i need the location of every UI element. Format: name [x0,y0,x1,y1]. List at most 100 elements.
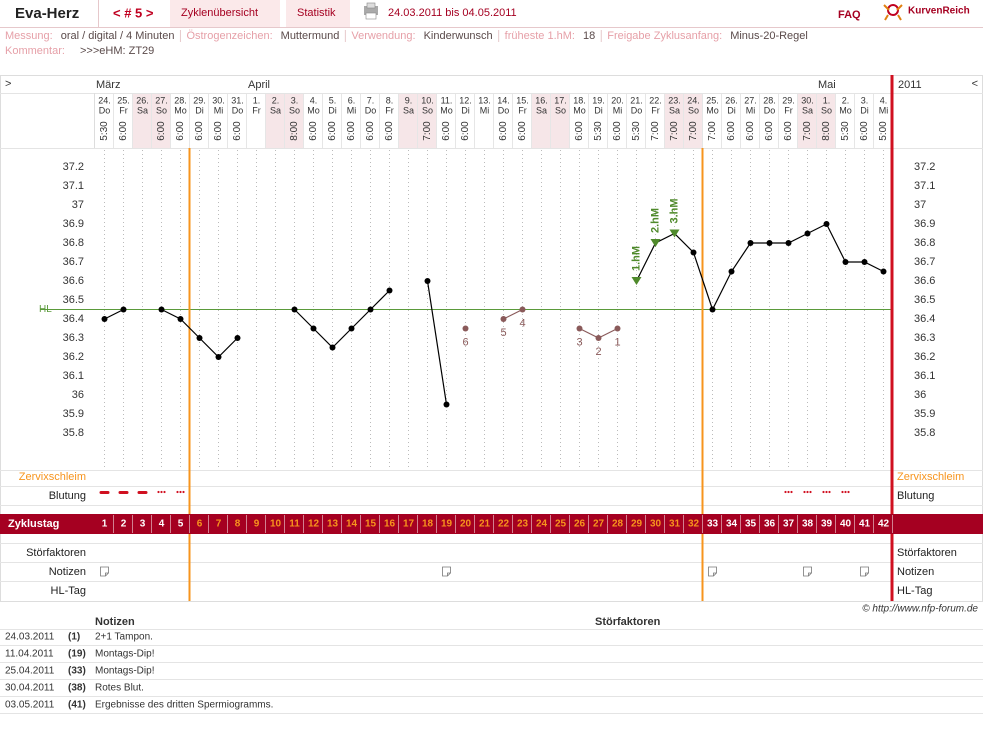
temperature-point [367,306,374,313]
weekend-shade [285,94,304,148]
temperature-point [500,316,507,322]
y-tick-label: 36.6 [914,275,935,287]
cycle-day: 41 [859,519,871,530]
row-label: HL-Tag [51,585,86,597]
info-value: oral / digital / 4 Minuten [61,30,175,42]
note-icon[interactable] [803,566,812,577]
cycle-day: 42 [878,519,890,530]
day-weekday: Mi [746,105,756,115]
logo-rays[interactable] [883,4,903,21]
weekend-shade [133,94,152,148]
y-tick-label: 36.6 [63,275,84,287]
y-tick-label: 36.4 [63,313,84,325]
cycle-day: 10 [270,519,282,530]
print-icon-out[interactable] [365,12,377,20]
day-date: 13. [478,95,491,105]
spotting-mark [828,490,831,494]
cycle-day: 4 [159,519,165,530]
note-icon[interactable] [860,566,869,577]
y-tick-label: 36.7 [914,256,935,268]
cycle-day: 8 [235,519,241,530]
day-date: 24. [98,95,111,105]
day-weekday: So [422,105,433,115]
weekend-shade [798,94,817,148]
day-weekday: Do [365,105,377,115]
row-label: Blutung [49,490,86,502]
y-tick-label: 36 [914,389,926,401]
spotting-mark [784,490,787,494]
weekend-shade [152,94,171,148]
temperature-point [291,306,298,313]
temperature-point [880,268,887,275]
row-label: Störfaktoren [26,547,86,559]
month-label: Mai [818,79,836,91]
note-icon[interactable] [100,566,109,577]
temperature-point [424,278,431,284]
temperature-point [215,354,222,360]
notes-header: Notizen [95,616,135,628]
day-date: 27. [155,95,168,105]
day-weekday: Mo [839,105,852,115]
row-label: Zervixschleim [897,471,964,483]
day-weekday: Sa [669,105,680,115]
tab[interactable]: Statistik [297,7,336,19]
temperature-point [614,325,621,332]
notes-header: Störfaktoren [595,616,661,628]
note-icon[interactable] [442,566,451,577]
print-icon[interactable] [364,2,378,20]
y-tick-label: 35.9 [63,408,84,420]
cycle-day: 28 [612,519,624,530]
y-tick-label: 36.3 [63,332,84,344]
temperature-point [595,335,602,341]
nav-prev[interactable]: > [5,78,11,90]
note-date: 24.03.2011 [5,632,55,643]
day-date: 9. [405,95,413,105]
day-date: 8. [386,95,394,105]
day-date: 3. [291,95,299,105]
row-label: Zervixschleim [19,471,86,483]
cycle-day-band [0,514,983,534]
measure-time: 6:00 [213,121,224,141]
brand-logo[interactable] [883,4,903,21]
day-date: 23. [668,95,681,105]
nav-next[interactable]: < [972,78,978,90]
spotting-mark [790,490,793,494]
temperature-point [310,325,317,332]
tab-bg[interactable] [286,0,350,27]
day-weekday: Mi [480,105,490,115]
day-weekday: Di [727,105,736,115]
day-weekday: Mo [440,105,453,115]
weekend-shade [532,94,551,148]
hm-marker [631,277,642,285]
bleeding-mark [137,491,148,494]
cycle-day: 12 [308,519,320,530]
cycle-day: 15 [365,519,377,530]
y-tick-label: 35.8 [914,427,935,439]
measure-time: 5:30 [631,121,642,141]
tab[interactable]: Zyklenübersicht [181,7,258,19]
brand-name[interactable]: KurvenReich [908,6,970,17]
day-date: 6. [348,95,356,105]
tab-bg[interactable] [170,0,280,27]
print-icon-paper[interactable] [366,2,376,9]
cycle-day: 13 [327,519,339,530]
cycle-day: 14 [346,519,358,530]
temperature-point [443,401,450,408]
faq-link[interactable]: FAQ [838,9,861,21]
bleeding-mark [99,491,110,494]
day-date: 2. [842,95,850,105]
print-icon-body[interactable] [364,6,378,15]
measure-time: 7:00 [650,121,661,141]
spotting-mark [803,490,806,494]
measure-time: 6:00 [118,121,129,141]
y-tick-label: 35.8 [63,427,84,439]
cycle-nav[interactable]: < # 5 > [113,5,154,20]
day-weekday: Di [860,105,869,115]
day-date: 4. [310,95,318,105]
temperature-point [101,316,108,322]
hm-label: 2.hM [649,208,661,233]
temperature-point [519,306,526,313]
day-date: 2. [272,95,280,105]
note-icon[interactable] [708,566,717,577]
